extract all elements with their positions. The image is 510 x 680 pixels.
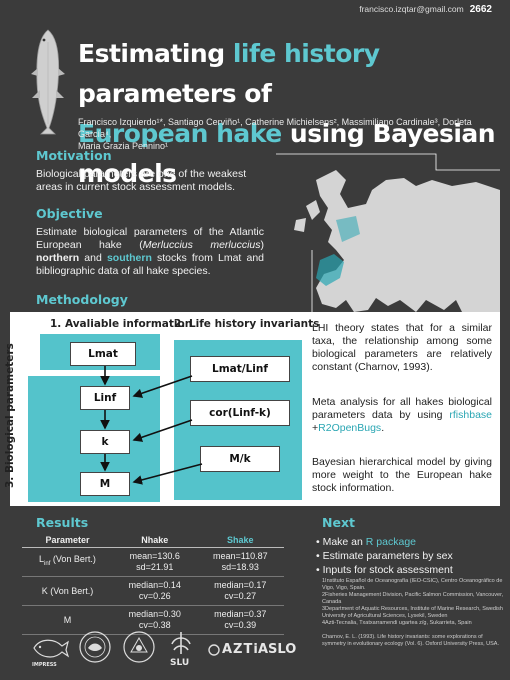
r2openbugs-link[interactable]: R2OpenBugs	[318, 422, 382, 434]
col-nhake: Nhake	[112, 533, 197, 548]
meta-text: Meta analysis for all hakes biological p…	[312, 396, 492, 434]
azti-label: AZTi	[222, 642, 259, 657]
next-heading: Next	[322, 515, 355, 530]
authors: Francisco Izquierdo¹*, Santiago Cerviño¹…	[78, 117, 472, 151]
europe-map	[276, 153, 500, 320]
poster-title: Estimating life history parameters of Eu…	[78, 39, 496, 188]
motivation-heading: Motivation	[36, 148, 112, 163]
col2-title: 2. Life history invariants	[174, 318, 320, 330]
affiliations: 1Instituto Español de Oceanografía (IEO-…	[322, 578, 504, 626]
hake-fish-icon	[31, 29, 65, 135]
next-list: Make an R package Estimate parameters by…	[316, 535, 502, 577]
r-package-link[interactable]: R package	[365, 536, 416, 548]
email[interactable]: francisco.izqtar@gmail.com	[359, 4, 464, 14]
table-row: K (Von Bert.) median=0.14 cv=0.26 median=…	[22, 576, 284, 606]
motivation-text: Biological parameters are one of the wea…	[36, 168, 247, 193]
title-accent-1: life history	[232, 39, 380, 68]
box-m: M	[80, 472, 130, 496]
csic-seal-icon	[123, 631, 155, 663]
impress-logo-icon	[33, 639, 70, 658]
title-accent-2: European hake	[78, 119, 282, 148]
param-cell: K (Von Bert.)	[22, 576, 113, 606]
table-row: M median=0.30 cv=0.38 median=0.37 cv=0.39	[22, 605, 284, 635]
box-lmat-linf: Lmat/Linf	[190, 356, 290, 382]
objective-heading: Objective	[36, 206, 103, 221]
list-item: Estimate parameters by sex	[316, 549, 502, 563]
ieo-seal-icon	[79, 631, 111, 663]
impress-label: IMPRESS	[32, 662, 57, 668]
side-label: 3. Biological parameters	[4, 343, 16, 488]
methodology-heading: Methodology	[36, 292, 128, 307]
box-lmat: Lmat	[70, 342, 136, 366]
methodology-panel: 1. Avaliable information 2. Life history…	[10, 312, 500, 506]
box-linf: Linf	[80, 386, 130, 410]
results-table: Parameter Nhake Shake Linf (Von Bert.) m…	[22, 533, 284, 635]
logos-row: IMPRESS SLU AZTi ASLO	[30, 628, 300, 672]
header-contact: francisco.izqtar@gmail.com 2662	[359, 4, 492, 15]
list-item: Inputs for stock assessment	[316, 563, 502, 577]
box-m-k: M/k	[200, 446, 280, 472]
slu-leaf-icon	[171, 632, 191, 654]
rfishbase-link[interactable]: rfishbase	[449, 409, 492, 421]
reference: Charnov, E. L. (1993). Life history inva…	[322, 634, 499, 647]
table-row: Linf (Von Bert.) mean=130.6 sd=21.91 mean…	[22, 547, 284, 577]
azti-dot-icon	[208, 644, 220, 656]
flow-arrows	[100, 366, 203, 485]
objective-text: Estimate biological parameters of the At…	[36, 226, 265, 277]
poster-number: 2662	[469, 4, 492, 15]
slu-label: SLU	[170, 658, 190, 668]
param-cell: Linf (Von Bert.)	[22, 547, 113, 577]
bayes-text: Bayesian hierarchical model by giving mo…	[312, 456, 492, 494]
aslo-label: ASLO	[258, 642, 297, 657]
box-cor-linf-k: cor(Linf-k)	[190, 400, 290, 426]
col-parameter: Parameter	[22, 533, 113, 548]
list-item: Make an R package	[316, 535, 502, 549]
results-heading: Results	[36, 515, 89, 530]
param-cell: M	[22, 605, 113, 635]
box-k: k	[80, 430, 130, 454]
col-shake: Shake	[196, 533, 284, 548]
lhi-text: LHI theory states that for a similar tax…	[312, 322, 492, 373]
col1-title: 1. Avaliable information	[50, 318, 193, 330]
